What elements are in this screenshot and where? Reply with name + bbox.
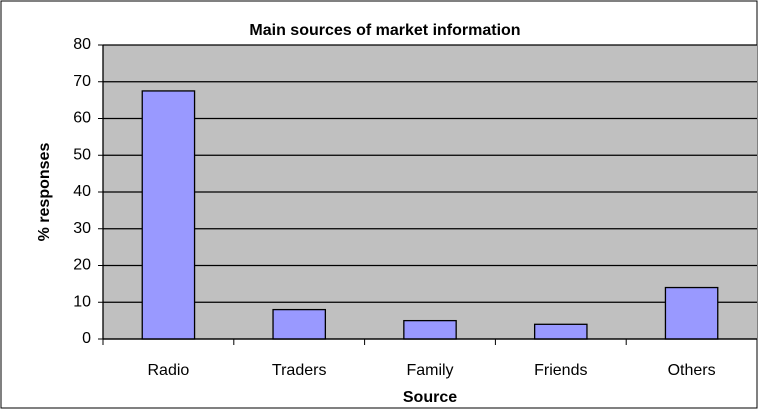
y-tick-label: 60 [73,110,91,127]
y-tick-label: 20 [73,257,91,274]
x-tick-label: Others [668,362,716,379]
y-tick-label: 80 [73,36,91,53]
bar [403,319,457,340]
bar [141,90,196,340]
x-tick-label: Radio [147,362,189,379]
y-tick-label: 30 [73,220,91,237]
y-axis-label: % responses [36,143,53,242]
x-tick-label: Family [406,362,453,379]
bar [664,286,719,340]
y-tick-label: 10 [73,293,91,310]
x-tick-label: Friends [534,362,587,379]
y-tick-label: 40 [73,183,91,200]
x-tick-label: Traders [272,362,327,379]
y-tick-label: 0 [82,330,91,347]
y-tick-label: 50 [73,146,91,163]
x-axis-label: Source [403,389,457,406]
bar [272,308,327,340]
bar [533,323,588,340]
y-tick-label: 70 [73,73,91,90]
chart-title: Main sources of market information [249,22,520,39]
